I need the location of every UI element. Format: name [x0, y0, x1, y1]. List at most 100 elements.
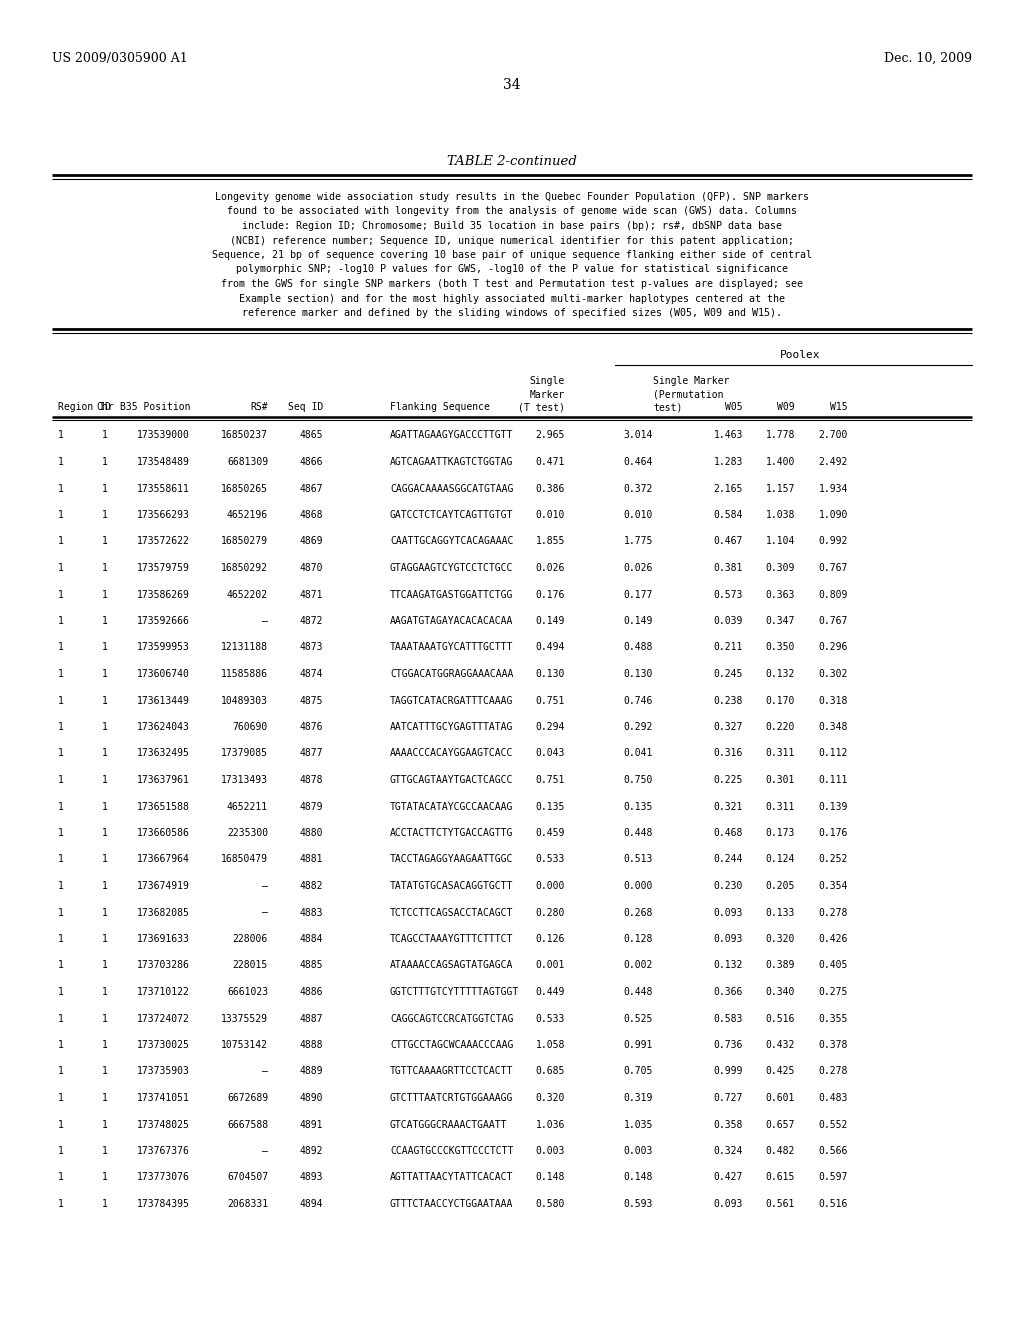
Text: 4869: 4869 [299, 536, 323, 546]
Text: 0.513: 0.513 [624, 854, 653, 865]
Text: 173548489: 173548489 [137, 457, 190, 467]
Text: 0.381: 0.381 [714, 564, 743, 573]
Text: 2.165: 2.165 [714, 483, 743, 494]
Text: 1: 1 [102, 536, 108, 546]
Text: 0.482: 0.482 [766, 1146, 795, 1156]
Text: 4880: 4880 [299, 828, 323, 838]
Text: TCTCCTTCAGSACCTACAGCT: TCTCCTTCAGSACCTACAGCT [390, 908, 513, 917]
Text: 0.000: 0.000 [624, 880, 653, 891]
Text: 0.177: 0.177 [624, 590, 653, 599]
Text: (NCBI) reference number; Sequence ID, unique numerical identifier for this paten: (NCBI) reference number; Sequence ID, un… [230, 235, 794, 246]
Text: 1: 1 [58, 536, 63, 546]
Text: 4868: 4868 [299, 510, 323, 520]
Text: 0.340: 0.340 [766, 987, 795, 997]
Text: 1: 1 [102, 643, 108, 652]
Text: 0.220: 0.220 [766, 722, 795, 733]
Text: 0.010: 0.010 [536, 510, 565, 520]
Text: test): test) [653, 403, 682, 412]
Text: reference marker and defined by the sliding windows of specified sizes (W05, W09: reference marker and defined by the slid… [242, 308, 782, 318]
Text: 0.467: 0.467 [714, 536, 743, 546]
Text: 0.002: 0.002 [624, 961, 653, 970]
Text: 16850237: 16850237 [221, 430, 268, 441]
Text: 0.405: 0.405 [818, 961, 848, 970]
Text: 4877: 4877 [299, 748, 323, 759]
Text: 4881: 4881 [299, 854, 323, 865]
Text: 0.736: 0.736 [714, 1040, 743, 1049]
Text: 0.809: 0.809 [818, 590, 848, 599]
Text: CCAAGTGCCCKGTTCCCTCTT: CCAAGTGCCCKGTTCCCTCTT [390, 1146, 513, 1156]
Text: 16850479: 16850479 [221, 854, 268, 865]
Text: 0.448: 0.448 [624, 828, 653, 838]
Text: 0.133: 0.133 [766, 908, 795, 917]
Text: 0.301: 0.301 [766, 775, 795, 785]
Text: Seq ID: Seq ID [288, 403, 323, 412]
Text: 0.135: 0.135 [536, 801, 565, 812]
Text: 173767376: 173767376 [137, 1146, 190, 1156]
Text: TABLE 2-continued: TABLE 2-continued [447, 154, 577, 168]
Text: 173691633: 173691633 [137, 935, 190, 944]
Text: AGTTATTAACYTATTCACACT: AGTTATTAACYTATTCACACT [390, 1172, 513, 1183]
Text: 0.389: 0.389 [766, 961, 795, 970]
Text: 0.176: 0.176 [536, 590, 565, 599]
Text: 0.727: 0.727 [714, 1093, 743, 1104]
Text: 1: 1 [102, 457, 108, 467]
Text: 0.583: 0.583 [714, 1014, 743, 1023]
Text: 0.449: 0.449 [536, 987, 565, 997]
Text: 10489303: 10489303 [221, 696, 268, 705]
Text: 1: 1 [58, 1067, 63, 1077]
Text: 0.573: 0.573 [714, 590, 743, 599]
Text: RS#: RS# [251, 403, 268, 412]
Text: 2235300: 2235300 [227, 828, 268, 838]
Text: 0.448: 0.448 [624, 987, 653, 997]
Text: 1.035: 1.035 [624, 1119, 653, 1130]
Text: 16850292: 16850292 [221, 564, 268, 573]
Text: 0.533: 0.533 [536, 854, 565, 865]
Text: 4875: 4875 [299, 696, 323, 705]
Text: 0.230: 0.230 [714, 880, 743, 891]
Text: 0.525: 0.525 [624, 1014, 653, 1023]
Text: 0.992: 0.992 [818, 536, 848, 546]
Text: 1: 1 [58, 590, 63, 599]
Text: 1: 1 [58, 880, 63, 891]
Text: 0.991: 0.991 [624, 1040, 653, 1049]
Text: 0.311: 0.311 [766, 748, 795, 759]
Text: 12131188: 12131188 [221, 643, 268, 652]
Text: 4870: 4870 [299, 564, 323, 573]
Text: 173632495: 173632495 [137, 748, 190, 759]
Text: Region ID: Region ID [58, 403, 111, 412]
Text: 1.855: 1.855 [536, 536, 565, 546]
Text: 760690: 760690 [232, 722, 268, 733]
Text: Longevity genome wide association study results in the Quebec Founder Population: Longevity genome wide association study … [215, 191, 809, 202]
Text: 1: 1 [102, 1146, 108, 1156]
Text: —: — [262, 880, 268, 891]
Text: 4894: 4894 [299, 1199, 323, 1209]
Text: TATATGTGCASACAGGTGCTT: TATATGTGCASACAGGTGCTT [390, 880, 513, 891]
Text: 0.426: 0.426 [818, 935, 848, 944]
Text: 0.041: 0.041 [624, 748, 653, 759]
Text: 0.039: 0.039 [714, 616, 743, 626]
Text: 4874: 4874 [299, 669, 323, 678]
Text: TGTATACATAYCGCCAACAAG: TGTATACATAYCGCCAACAAG [390, 801, 513, 812]
Text: 1: 1 [102, 510, 108, 520]
Text: 1.934: 1.934 [818, 483, 848, 494]
Text: 3.014: 3.014 [624, 430, 653, 441]
Text: 0.580: 0.580 [536, 1199, 565, 1209]
Text: 0.043: 0.043 [536, 748, 565, 759]
Text: 4865: 4865 [299, 430, 323, 441]
Text: 1: 1 [58, 669, 63, 678]
Text: 0.093: 0.093 [714, 908, 743, 917]
Text: 4893: 4893 [299, 1172, 323, 1183]
Text: 4892: 4892 [299, 1146, 323, 1156]
Text: AGATTAGAAGYGACCCTTGTT: AGATTAGAAGYGACCCTTGTT [390, 430, 513, 441]
Text: —: — [262, 1067, 268, 1077]
Text: GTTGCAGTAAYTGACTCAGCC: GTTGCAGTAAYTGACTCAGCC [390, 775, 513, 785]
Text: W05: W05 [725, 403, 743, 412]
Text: 0.320: 0.320 [536, 1093, 565, 1104]
Text: 1: 1 [58, 935, 63, 944]
Text: 0.302: 0.302 [818, 669, 848, 678]
Text: 0.494: 0.494 [536, 643, 565, 652]
Text: AATCATTTGCYGAGTTTATAG: AATCATTTGCYGAGTTTATAG [390, 722, 513, 733]
Text: 4652202: 4652202 [227, 590, 268, 599]
Text: W15: W15 [830, 403, 848, 412]
Text: 1.036: 1.036 [536, 1119, 565, 1130]
